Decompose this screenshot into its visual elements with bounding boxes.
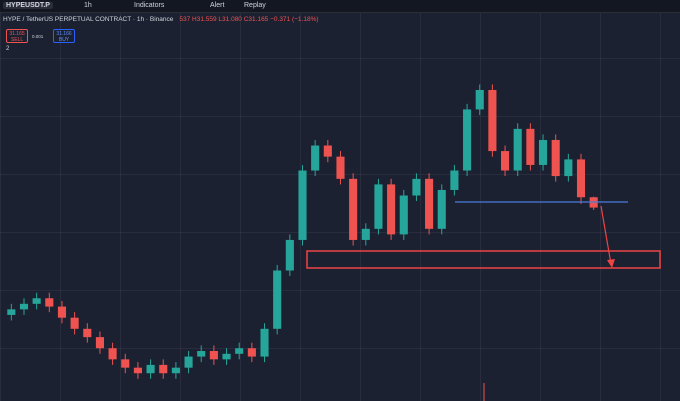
buy-price: 31.166 [56, 31, 72, 37]
sell-label: SELL [10, 37, 24, 43]
buy-button[interactable]: 31.166 BUY [53, 29, 75, 43]
spread: 0.001 [32, 34, 44, 39]
arrow-line [600, 205, 612, 265]
legend: HYPE / TetherUS PERPETUAL CONTRACT · 1h … [3, 16, 319, 23]
indicators-button[interactable]: Indicators [134, 2, 165, 9]
interval-button[interactable]: 1h [84, 2, 92, 9]
arrow-head [607, 259, 615, 268]
target-zone [306, 250, 661, 269]
replay-button[interactable]: Replay [244, 2, 266, 9]
toolbar: HYPEUSDT.P 1h Indicators Alert Replay [0, 0, 680, 13]
symbol-button[interactable]: HYPEUSDT.P [3, 2, 53, 9]
sell-button[interactable]: 31.165 SELL [6, 29, 28, 43]
buy-label: BUY [58, 37, 70, 43]
legend-ohlc: 537 H31.559 L31.080 C31.165 −0.371 (−1.1… [179, 16, 319, 23]
sell-price: 31.165 [9, 31, 25, 37]
alert-button[interactable]: Alert [210, 2, 225, 9]
legend-title: HYPE / TetherUS PERPETUAL CONTRACT · 1h … [3, 16, 174, 23]
indicators-toggle[interactable]: 2 [6, 46, 10, 52]
